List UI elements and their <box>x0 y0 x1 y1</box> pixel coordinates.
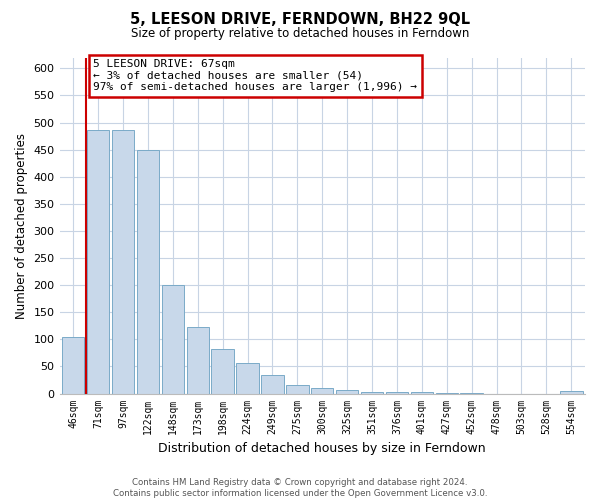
Text: 5, LEESON DRIVE, FERNDOWN, BH22 9QL: 5, LEESON DRIVE, FERNDOWN, BH22 9QL <box>130 12 470 28</box>
Bar <box>112 130 134 394</box>
Bar <box>386 392 408 394</box>
Bar <box>361 392 383 394</box>
Bar <box>336 390 358 394</box>
Bar <box>410 392 433 394</box>
Bar <box>311 388 334 394</box>
Text: Contains HM Land Registry data © Crown copyright and database right 2024.
Contai: Contains HM Land Registry data © Crown c… <box>113 478 487 498</box>
Bar <box>161 285 184 394</box>
Bar <box>236 362 259 394</box>
Bar <box>436 393 458 394</box>
Bar <box>560 391 583 394</box>
Y-axis label: Number of detached properties: Number of detached properties <box>15 132 28 318</box>
Text: 5 LEESON DRIVE: 67sqm
← 3% of detached houses are smaller (54)
97% of semi-detac: 5 LEESON DRIVE: 67sqm ← 3% of detached h… <box>93 59 417 92</box>
Bar <box>137 150 159 394</box>
Bar <box>261 374 284 394</box>
Bar <box>87 130 109 394</box>
Bar <box>62 336 85 394</box>
Bar <box>460 393 483 394</box>
Bar <box>211 349 234 394</box>
X-axis label: Distribution of detached houses by size in Ferndown: Distribution of detached houses by size … <box>158 442 486 455</box>
Bar <box>187 328 209 394</box>
Bar <box>286 386 308 394</box>
Text: Size of property relative to detached houses in Ferndown: Size of property relative to detached ho… <box>131 28 469 40</box>
